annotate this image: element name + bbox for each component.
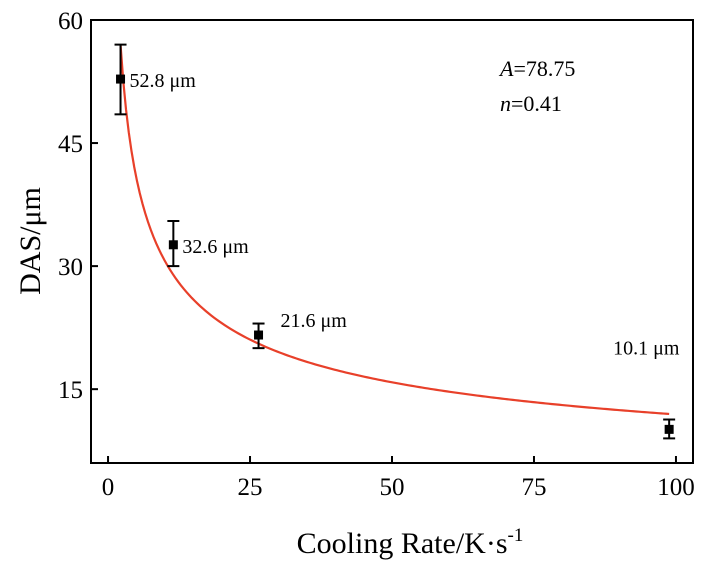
x-tick-label: 0 bbox=[102, 474, 115, 501]
points-layer bbox=[114, 43, 676, 440]
data-point bbox=[116, 74, 126, 84]
data-label: 21.6 μm bbox=[281, 310, 348, 332]
annotation-a-value: =78.75 bbox=[513, 56, 575, 81]
x-axis-title: Cooling Rate/K·s-1 bbox=[297, 525, 524, 560]
y-tick-label: 60 bbox=[58, 8, 83, 35]
fit-curve bbox=[119, 44, 670, 416]
y-tick-label: 30 bbox=[58, 254, 83, 281]
x-tick-label: 50 bbox=[380, 474, 405, 501]
x-tick-label: 75 bbox=[521, 474, 546, 501]
x-tick-label: 100 bbox=[657, 474, 695, 501]
data-label: 32.6 μm bbox=[182, 236, 249, 258]
x-axis-title-text: Cooling Rate/K·s bbox=[297, 527, 508, 560]
x-tick-label: 25 bbox=[238, 474, 263, 501]
y-axis-title: DAS/μm bbox=[14, 187, 47, 295]
y-tick-label: 15 bbox=[58, 377, 83, 404]
ticks-layer: 0 25 50 75 100 15 30 45 60 bbox=[58, 8, 695, 501]
x-axis-title-superscript: -1 bbox=[508, 525, 524, 546]
annotation-a-symbol: A bbox=[498, 56, 514, 81]
data-point bbox=[664, 424, 674, 434]
data-point bbox=[168, 240, 178, 250]
labels-layer: 52.8 μm 32.6 μm 21.6 μm 10.1 μm bbox=[130, 70, 680, 359]
annotation-n: n=0.41 bbox=[500, 91, 562, 116]
y-tick-label: 45 bbox=[58, 131, 83, 158]
data-label: 52.8 μm bbox=[130, 70, 197, 92]
data-point bbox=[254, 330, 264, 340]
annotation-a: A=78.75 bbox=[498, 56, 575, 81]
annotation-n-value: =0.41 bbox=[511, 91, 562, 116]
annotation-n-symbol: n bbox=[500, 91, 511, 116]
data-label: 10.1 μm bbox=[613, 337, 680, 359]
curve-layer bbox=[119, 44, 670, 416]
